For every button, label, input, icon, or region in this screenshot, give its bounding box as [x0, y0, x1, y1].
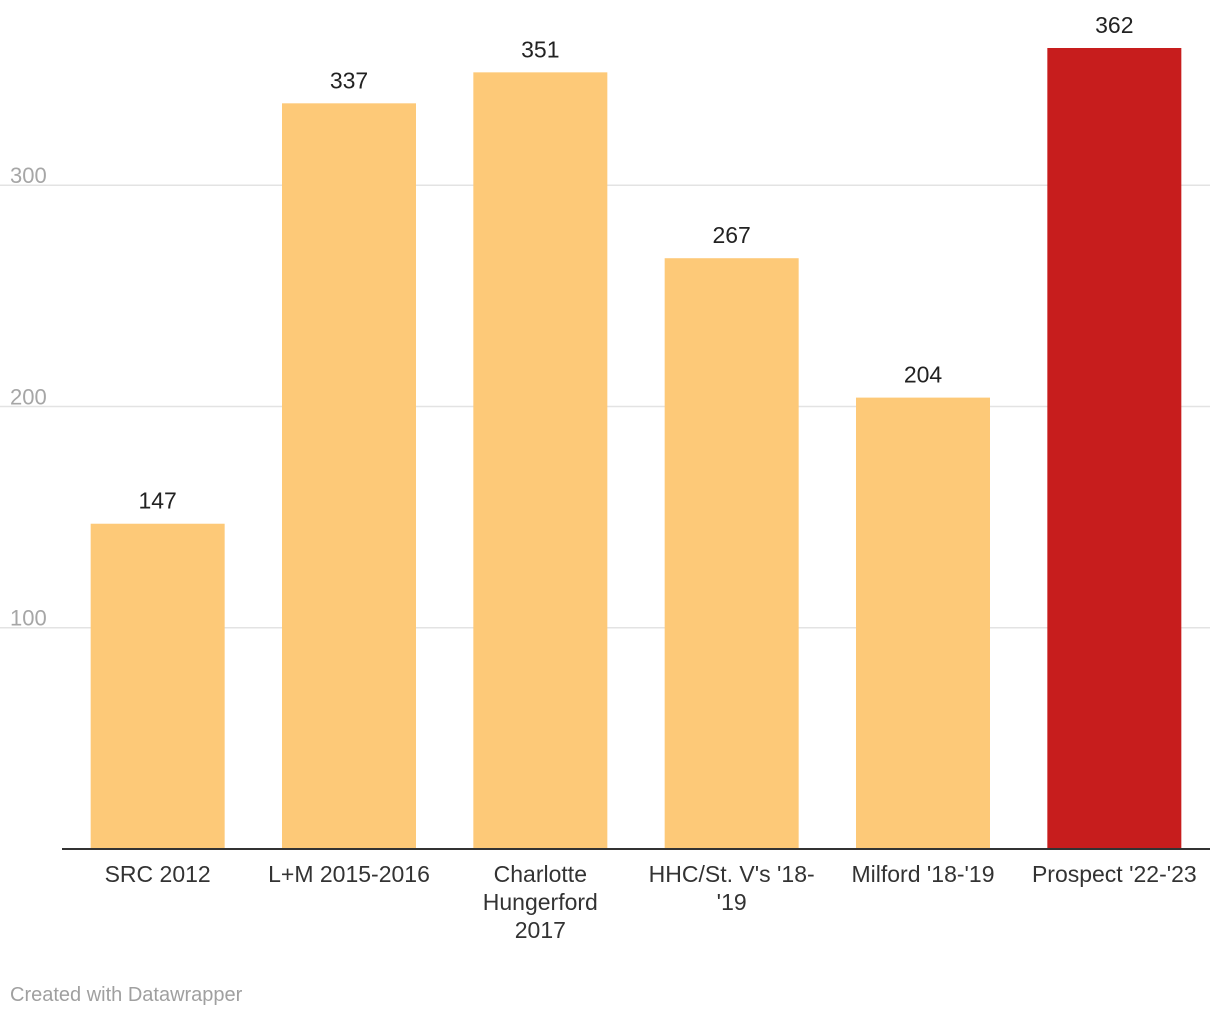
value-label: 351: [521, 36, 559, 62]
bar: [90, 523, 225, 849]
bar: [473, 72, 608, 849]
bar: [1047, 48, 1182, 849]
bar: [282, 103, 416, 849]
credit-text: Created with Datawrapper: [10, 984, 243, 1006]
y-axis-ticks: 100 200 300: [10, 163, 47, 631]
x-tick-label: Milford '18-'19: [851, 861, 994, 887]
y-tick-label: 300: [10, 163, 47, 188]
bar: [856, 397, 990, 849]
bar: [664, 258, 799, 850]
x-tick-label: HHC/St. V's '18-: [649, 861, 815, 887]
x-tick-label: SRC 2012: [105, 861, 211, 887]
value-labels: 147 337 351 267 204 362: [138, 12, 1133, 514]
value-label: 204: [904, 362, 943, 388]
bar-chart: 100 200 300 147 337 351 267 204 362 SRC 2012 L+M…: [0, 12, 1210, 943]
value-label: 337: [330, 67, 368, 93]
x-axis-ticks: SRC 2012 L+M 2015-2016 CharlotteHungerford…: [105, 861, 1197, 943]
value-label: 267: [712, 222, 750, 248]
x-tick-label: '19: [717, 889, 747, 915]
y-tick-label: 200: [10, 384, 47, 409]
bars: [90, 48, 1182, 850]
y-tick-label: 100: [10, 606, 47, 631]
x-tick-label: 2017: [515, 917, 566, 943]
value-label: 362: [1095, 12, 1133, 38]
x-tick-label: Charlotte: [494, 861, 587, 887]
x-tick-label: Prospect '22-'23: [1032, 861, 1197, 887]
x-tick-label: Hungerford: [483, 889, 598, 915]
x-tick-label: L+M 2015-2016: [268, 861, 430, 887]
value-label: 147: [138, 488, 176, 514]
